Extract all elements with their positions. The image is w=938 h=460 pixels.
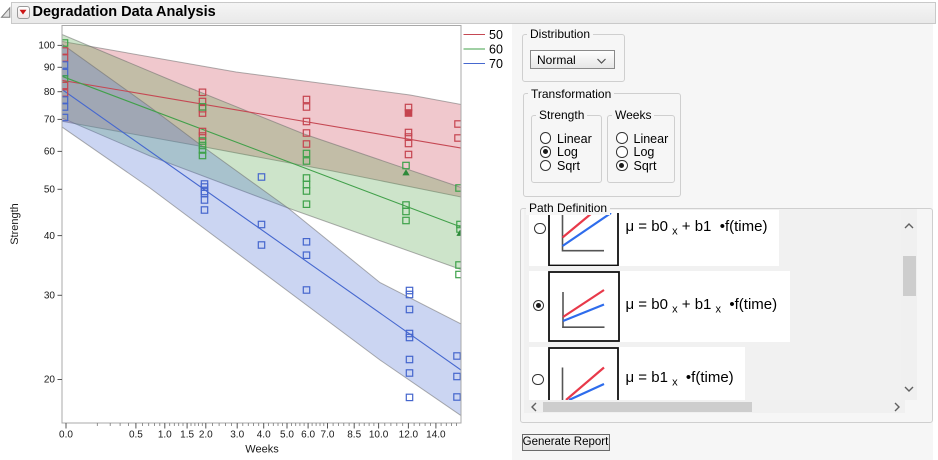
svg-text:12.0: 12.0 <box>399 430 419 441</box>
svg-text:14.0: 14.0 <box>426 430 446 441</box>
svg-text:30: 30 <box>44 291 56 302</box>
svg-text:3.0: 3.0 <box>230 430 244 441</box>
svg-text:100: 100 <box>38 41 55 52</box>
svg-text:7.0: 7.0 <box>321 430 335 441</box>
svg-text:40: 40 <box>44 231 56 242</box>
svg-text:Weeks: Weeks <box>245 444 279 456</box>
svg-text:80: 80 <box>44 87 56 98</box>
svg-text:1.0: 1.0 <box>158 430 172 441</box>
svg-text:Strength: Strength <box>9 203 21 245</box>
svg-text:90: 90 <box>44 63 56 74</box>
svg-text:70: 70 <box>489 57 503 71</box>
svg-text:4.0: 4.0 <box>257 430 271 441</box>
svg-text:8.5: 8.5 <box>347 430 361 441</box>
svg-text:1.5: 1.5 <box>180 430 194 441</box>
svg-text:20: 20 <box>44 375 56 386</box>
svg-text:70: 70 <box>44 115 56 126</box>
svg-text:60: 60 <box>489 43 503 57</box>
svg-text:2.0: 2.0 <box>199 430 213 441</box>
svg-text:6.0: 6.0 <box>301 430 315 441</box>
svg-text:0.5: 0.5 <box>129 430 143 441</box>
svg-text:50: 50 <box>489 28 503 42</box>
svg-text:50: 50 <box>44 185 56 196</box>
svg-text:0.0: 0.0 <box>59 430 73 441</box>
svg-text:10.0: 10.0 <box>369 430 389 441</box>
svg-text:60: 60 <box>44 147 56 158</box>
svg-text:5.0: 5.0 <box>280 430 294 441</box>
